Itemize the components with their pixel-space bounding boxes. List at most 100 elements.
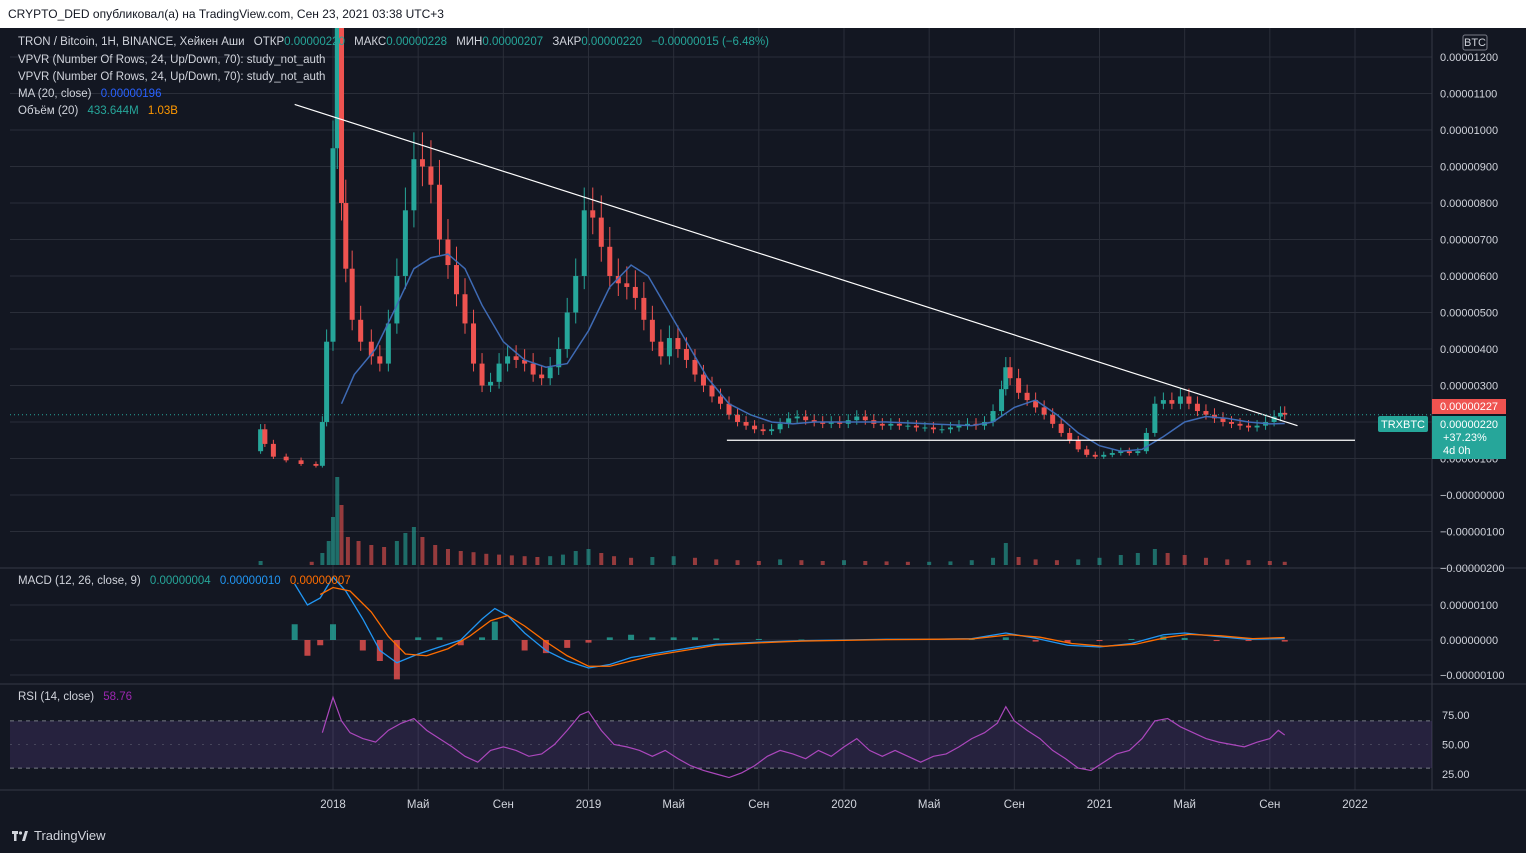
candle-body xyxy=(1109,453,1115,455)
candle-body xyxy=(1003,367,1009,390)
candle-body xyxy=(1254,425,1260,428)
volume-bar xyxy=(403,533,408,565)
candle-body xyxy=(1135,451,1141,454)
price-tick: 0.00001100 xyxy=(1440,89,1497,101)
macd-histogram-bar xyxy=(415,637,422,640)
candle-body xyxy=(1041,407,1047,415)
volume-bar xyxy=(1246,560,1251,565)
volume-bar xyxy=(1182,555,1187,565)
candle-body xyxy=(1152,403,1158,433)
candle-body xyxy=(1118,451,1124,454)
legend-macd-v3: 0.00000007 xyxy=(290,575,351,587)
time-tick: 2019 xyxy=(576,799,602,811)
candle-body xyxy=(436,184,442,240)
macd-histogram-bar xyxy=(628,634,635,640)
volume-bar xyxy=(671,556,676,565)
volume-bar xyxy=(735,560,740,565)
candle-body xyxy=(262,429,268,444)
chart-area[interactable]: 0.000013000.000012000.000011000.00001000… xyxy=(0,28,1526,818)
volume-bar xyxy=(905,561,910,565)
candle-body xyxy=(837,422,843,424)
trend-line xyxy=(294,103,1298,427)
time-tick: Сен xyxy=(748,799,769,811)
volume-bar xyxy=(484,553,489,565)
volume-bar xyxy=(320,553,325,565)
volume-bar xyxy=(1282,561,1287,565)
macd-histogram-bar xyxy=(1128,638,1135,640)
candle-body xyxy=(1203,411,1209,415)
high-price-text: 0.00000227 xyxy=(1440,401,1498,413)
legend-open: 0.00000220 xyxy=(284,36,345,48)
candle-body xyxy=(496,363,502,382)
candle-body xyxy=(1246,425,1252,428)
legend-vpvr-2: VPVR (Number Of Rows, 24, Up/Down, 70): … xyxy=(18,71,325,83)
volume-bar xyxy=(820,561,825,565)
volume-bar xyxy=(1097,557,1102,565)
macd-histogram-bar xyxy=(393,640,400,680)
rsi-tick: 25.00 xyxy=(1442,769,1470,781)
volume-bar xyxy=(573,551,578,565)
volume-bar xyxy=(411,527,416,565)
volume-bar xyxy=(1076,559,1081,565)
volume-bar xyxy=(692,557,697,565)
candle-body xyxy=(1177,396,1183,404)
volume-bar xyxy=(1203,557,1208,565)
time-axis[interactable]: 2018 Май Сен 2019 Май Сен 2020 Май Сен 2021 Май Сен… xyxy=(320,799,1368,811)
legend-close-label: ЗАКР xyxy=(552,36,581,48)
candle-body xyxy=(939,429,945,431)
macd-histogram-bar xyxy=(1213,640,1220,642)
volume-bar xyxy=(650,557,655,565)
volume-bar xyxy=(629,557,634,565)
publish-header: CRYPTO_DED опубликовал(а) на TradingView… xyxy=(0,0,1526,28)
macd-tick: −0.00000100 xyxy=(1440,670,1505,682)
candle-body xyxy=(1016,378,1022,393)
currency-label: BTC xyxy=(1464,37,1486,49)
publish-line: CRYPTO_DED опубликовал(а) на TradingView… xyxy=(8,7,444,21)
volume-bar xyxy=(842,560,846,565)
high-price-tag xyxy=(1432,399,1506,414)
volume-bar xyxy=(969,560,974,565)
candle-body xyxy=(879,423,885,426)
candle-body xyxy=(956,425,962,428)
volume-bar xyxy=(420,537,425,565)
candle-body xyxy=(505,356,511,364)
legend-open-label: ОТКР xyxy=(254,36,285,48)
volume-bar xyxy=(1165,553,1170,565)
volume-bar xyxy=(1118,555,1123,565)
candle-body xyxy=(368,341,374,357)
price-tick: 0.00000800 xyxy=(1440,198,1498,210)
candle-body xyxy=(718,396,724,404)
price-axis[interactable]: 0.000013000.000012000.000011000.00001000… xyxy=(1440,28,1505,781)
candle-body xyxy=(607,246,613,276)
macd-histogram-bar xyxy=(359,640,366,651)
time-tick: 2022 xyxy=(1342,799,1368,811)
volume-bar xyxy=(309,561,314,565)
macd-histogram-bar xyxy=(649,637,656,640)
candle-body xyxy=(1033,400,1039,408)
volume-bar xyxy=(1033,559,1038,565)
symbol-tag xyxy=(1378,416,1428,432)
tradingview-logo[interactable]: TradingView xyxy=(12,818,106,853)
tradingview-icon xyxy=(12,830,28,841)
last-price-tag xyxy=(1432,416,1506,459)
candle-body xyxy=(1160,400,1166,404)
price-tick: −0.00000200 xyxy=(1440,563,1505,575)
legend-macd-v2: 0.00000010 xyxy=(220,575,281,587)
volume-bar xyxy=(535,557,540,565)
candle-body xyxy=(598,217,604,247)
volume-bar xyxy=(471,552,476,565)
candle-body xyxy=(283,456,289,461)
currency-box[interactable] xyxy=(1462,34,1488,51)
candle-body xyxy=(547,367,553,379)
candle-body xyxy=(675,338,681,349)
macd-signal-line xyxy=(319,586,1285,667)
macd-histogram-bar xyxy=(670,637,677,640)
macd-histogram-bar xyxy=(713,638,720,640)
candle-body xyxy=(777,423,783,430)
time-tick: Сен xyxy=(1004,799,1025,811)
macd-histogram-bar xyxy=(1064,640,1071,643)
legend-low-label: МИН xyxy=(456,36,482,48)
candle-body xyxy=(530,363,536,375)
volume-bar xyxy=(599,553,604,565)
candle-body xyxy=(556,349,562,368)
